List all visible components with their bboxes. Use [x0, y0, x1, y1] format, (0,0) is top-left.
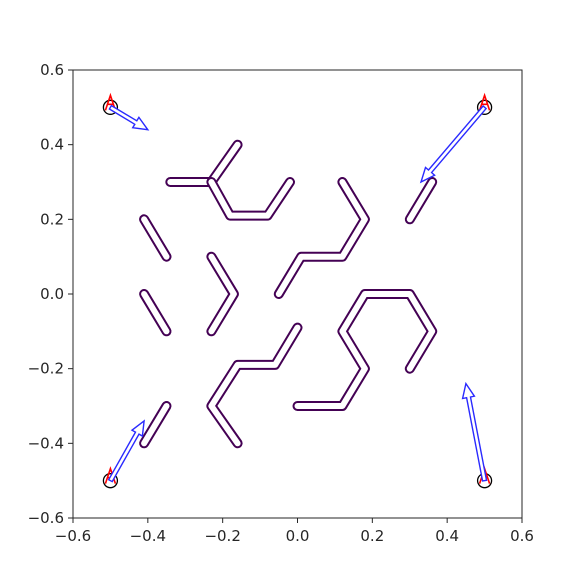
x-tick-label: 0.0 [286, 527, 310, 545]
x-tick-label: 0.2 [360, 527, 384, 545]
agent-start-circle [102, 99, 119, 115]
x-tick-label: 0.6 [510, 527, 534, 545]
x-tick-label: 0.4 [435, 527, 459, 545]
path-fill [275, 179, 368, 297]
path-p9 [206, 322, 303, 449]
agent-arrow [107, 419, 145, 483]
agent-start-circle [102, 473, 119, 489]
y-tick-label: −0.4 [28, 434, 64, 452]
path-p5 [139, 214, 172, 262]
agent-marker [104, 92, 117, 111]
path-fill [406, 179, 436, 223]
path-p6 [139, 289, 172, 337]
y-tick-label: 0.6 [40, 61, 64, 79]
y-tick-label: 0.4 [40, 136, 64, 154]
x-tick-label: −0.6 [55, 527, 91, 545]
path-fill [208, 324, 301, 447]
agent-top-right [419, 92, 493, 184]
agent-top-left [102, 92, 150, 131]
path-p2 [206, 177, 295, 221]
agent-marker [478, 92, 491, 111]
path-fill [141, 291, 170, 335]
path-fill [208, 179, 293, 219]
y-axis-ticks: 0.6 0.4 0.2 0.0 −0.2 −0.4 −0.6 [28, 61, 73, 527]
path-fill [208, 253, 237, 335]
x-tick-label: −0.2 [204, 527, 240, 545]
path-p8 [292, 289, 438, 411]
agent-arrow [419, 105, 488, 184]
path-fill [294, 291, 436, 409]
paths-layer [139, 139, 438, 449]
path-p4 [404, 177, 438, 225]
agent-arrow [461, 381, 488, 482]
agent-start-circle [476, 99, 493, 115]
path-fill [141, 403, 170, 447]
x-tick-label: −0.4 [130, 527, 166, 545]
path-p10 [139, 401, 172, 449]
agents-layer [102, 92, 493, 489]
y-tick-label: −0.6 [28, 509, 64, 527]
y-tick-label: 0.2 [40, 210, 64, 228]
path-fill [141, 216, 170, 260]
agent-bottom-right [461, 381, 493, 489]
agent-bottom-left [102, 419, 145, 489]
y-tick-label: −0.2 [28, 360, 64, 378]
x-axis-ticks: −0.6 −0.4 −0.2 0.0 0.2 0.4 0.6 [55, 518, 534, 545]
path-p7 [206, 251, 239, 337]
agent-arrow [108, 104, 150, 131]
path-p3 [273, 177, 370, 299]
y-tick-label: 0.0 [40, 285, 64, 303]
